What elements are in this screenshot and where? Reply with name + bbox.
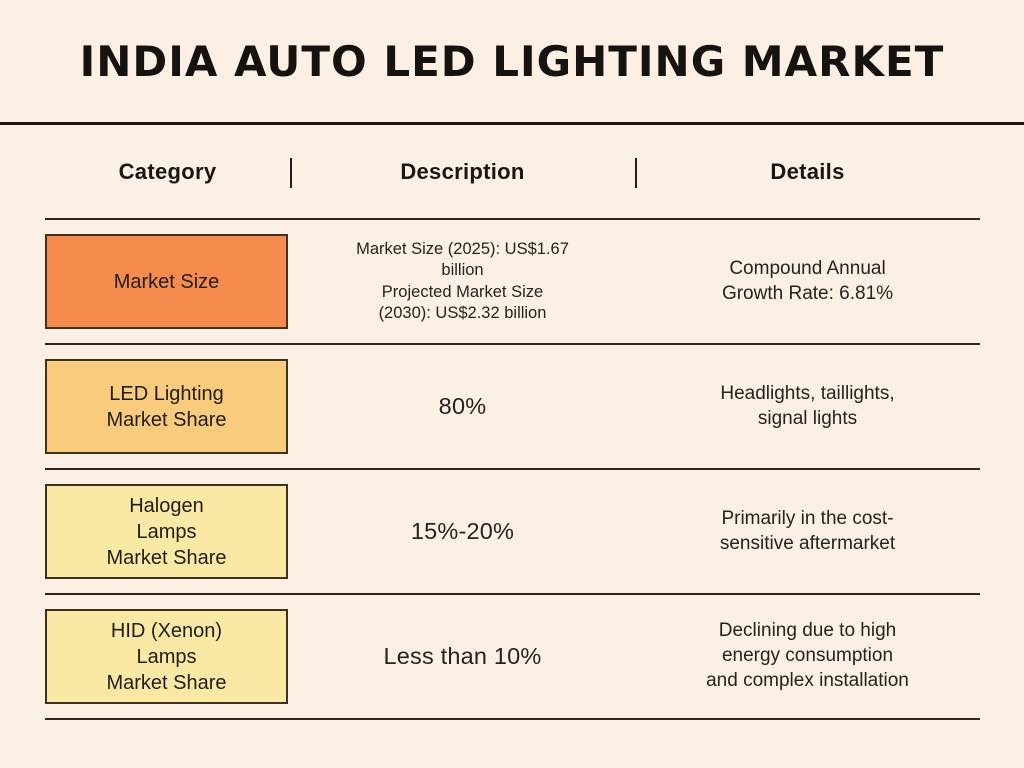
category-badge: Market Size: [45, 234, 288, 329]
table-row-halogen-share: Halogen Lamps Market Share 15%-20% Prima…: [45, 470, 980, 595]
category-cell: Halogen Lamps Market Share: [45, 484, 290, 579]
details-cell: Compound Annual Growth Rate: 6.81%: [721, 257, 894, 304]
header-column-divider: [290, 158, 292, 188]
description-cell: 15%-20%: [410, 518, 515, 544]
table-row-hid-share: HID (Xenon) Lamps Market Share Less than…: [45, 595, 980, 720]
category-cell: Market Size: [45, 234, 290, 329]
category-cell: LED Lighting Market Share: [45, 359, 290, 454]
details-cell: Primarily in the cost- sensitive afterma…: [719, 507, 896, 554]
category-cell: HID (Xenon) Lamps Market Share: [45, 609, 290, 704]
category-badge: Halogen Lamps Market Share: [45, 484, 288, 579]
description-cell: 80%: [438, 393, 487, 419]
table-row-led-share: LED Lighting Market Share 80% Headlights…: [45, 345, 980, 470]
table-header-row: Category Description Details: [45, 125, 980, 220]
column-header-details: Details: [770, 158, 845, 184]
details-cell: Headlights, taillights, signal lights: [720, 382, 895, 429]
title-band: INDIA AUTO LED LIGHTING MARKET: [0, 0, 1024, 125]
market-table: Category Description Details Market Size…: [45, 125, 980, 720]
category-badge: HID (Xenon) Lamps Market Share: [45, 609, 288, 704]
details-cell: Declining due to high energy consumption…: [706, 620, 909, 691]
column-header-description: Description: [400, 158, 525, 184]
page-title: INDIA AUTO LED LIGHTING MARKET: [79, 36, 945, 86]
header-column-divider: [635, 158, 637, 188]
column-header-category: Category: [118, 158, 217, 184]
description-cell: Market Size (2025): US$1.67 billion Proj…: [356, 240, 569, 322]
table-row-market-size: Market Size Market Size (2025): US$1.67 …: [45, 220, 980, 345]
category-badge: LED Lighting Market Share: [45, 359, 288, 454]
description-cell: Less than 10%: [383, 643, 542, 669]
